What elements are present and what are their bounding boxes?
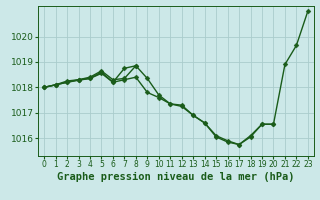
X-axis label: Graphe pression niveau de la mer (hPa): Graphe pression niveau de la mer (hPa) <box>57 172 295 182</box>
